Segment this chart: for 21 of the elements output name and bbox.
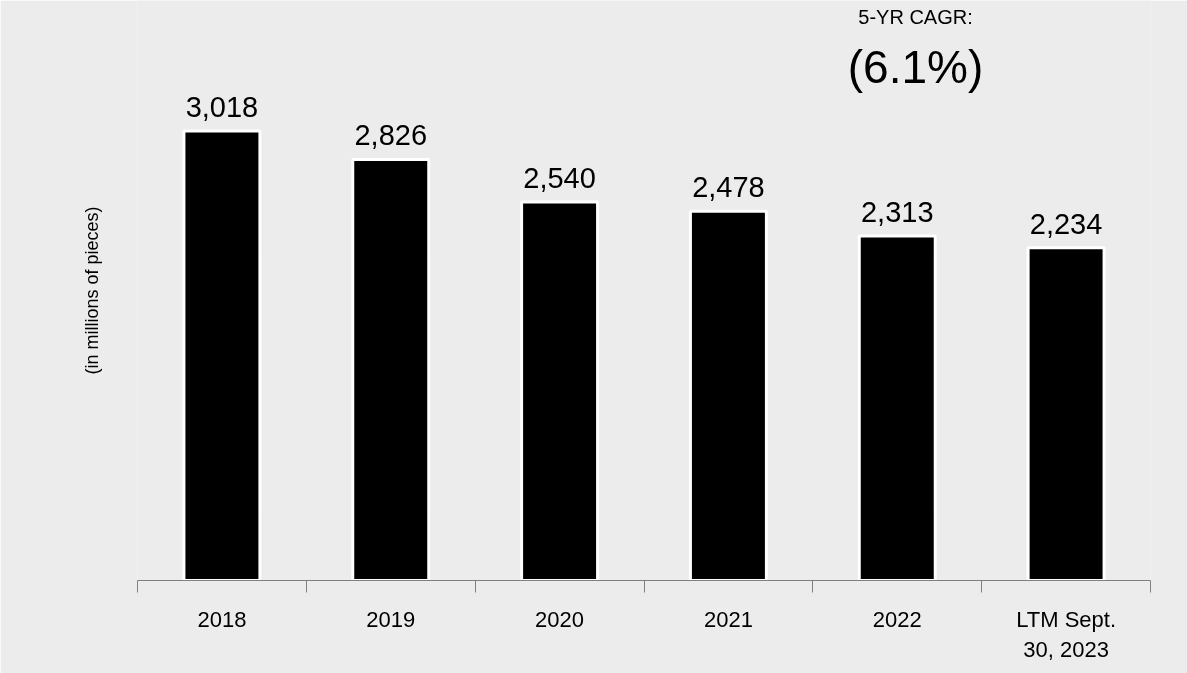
x-tick-label: 2019 [366,606,416,632]
text: 5-YR CAGR: [858,5,973,28]
x-tick-label: 2021 [703,606,753,632]
x-tick-label: 2022 [872,606,922,632]
data-label: 2,540 [523,162,596,195]
data-label: 2,313 [860,195,934,228]
x-tick-label: 2018 [197,606,247,632]
data-label: 2,478 [692,171,765,204]
bar [1026,246,1106,581]
bar [182,129,262,581]
data-label: 3,018 [185,90,259,123]
data-label: 2,826 [354,119,428,152]
bar [520,200,600,581]
y-axis-title: (in millions of pieces) [81,206,102,375]
data-label: 2,234 [1029,207,1103,240]
bar [688,209,768,581]
bar [351,157,431,581]
x-tick-label: LTM Sept. 30, 2023 [1016,606,1117,662]
text: (6.1%) [847,40,984,93]
bar [857,234,937,581]
x-tick-label: 2020 [535,606,585,632]
